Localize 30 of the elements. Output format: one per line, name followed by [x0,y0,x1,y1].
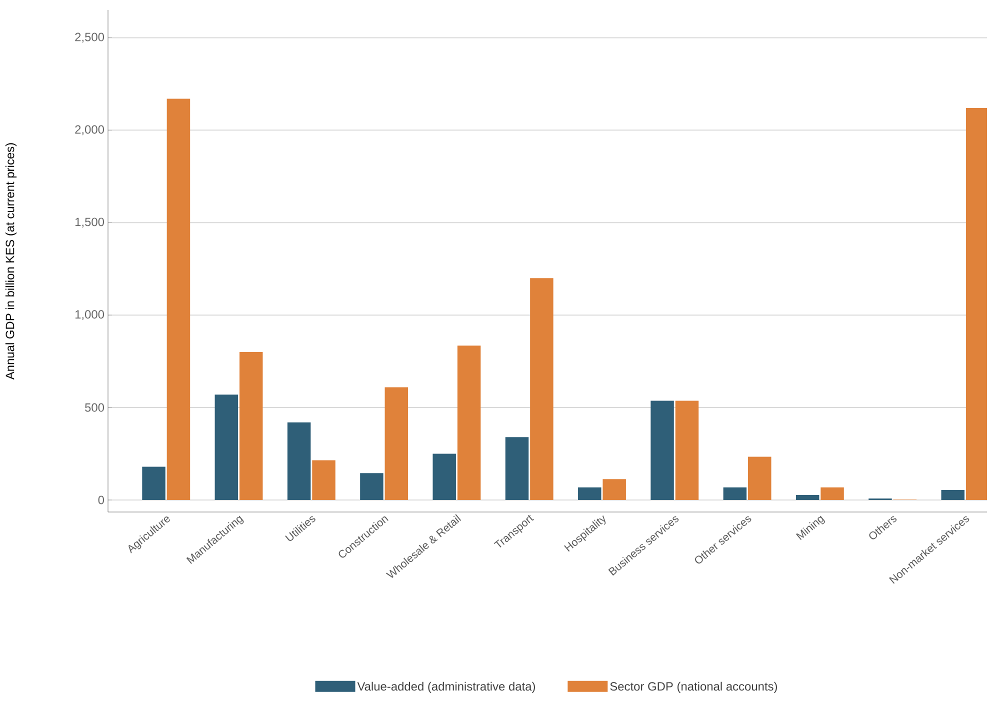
bar [432,454,456,500]
y-tick-label: 2,000 [75,125,104,136]
y-tick-label: 1,000 [75,310,104,320]
bar [578,487,602,500]
y-tick-label: 1,500 [75,218,104,228]
bar [820,487,844,500]
bar [142,466,166,500]
bar [214,394,238,500]
y-axis-title: Annual GDP in billion KES (at current prices) [5,143,17,380]
bar [239,352,263,500]
bar [675,400,699,500]
bar [941,490,964,500]
y-tick-label: 0 [98,496,104,504]
bar [384,387,408,500]
bar [796,494,820,500]
bar [723,487,747,500]
bar [287,422,311,500]
legend-label: Sector GDP (national accounts) [610,682,777,693]
bar [650,400,674,500]
bar [457,346,481,500]
bar [602,479,626,500]
bar [748,456,772,500]
y-tick-label: 2,500 [75,32,104,43]
legend-label: Value-added (administrative data) [357,682,535,693]
bar [360,473,384,500]
bar [505,437,529,500]
bar [530,278,554,500]
y-tick-label: 500 [85,403,104,412]
bar [312,460,336,500]
bar [166,98,190,500]
